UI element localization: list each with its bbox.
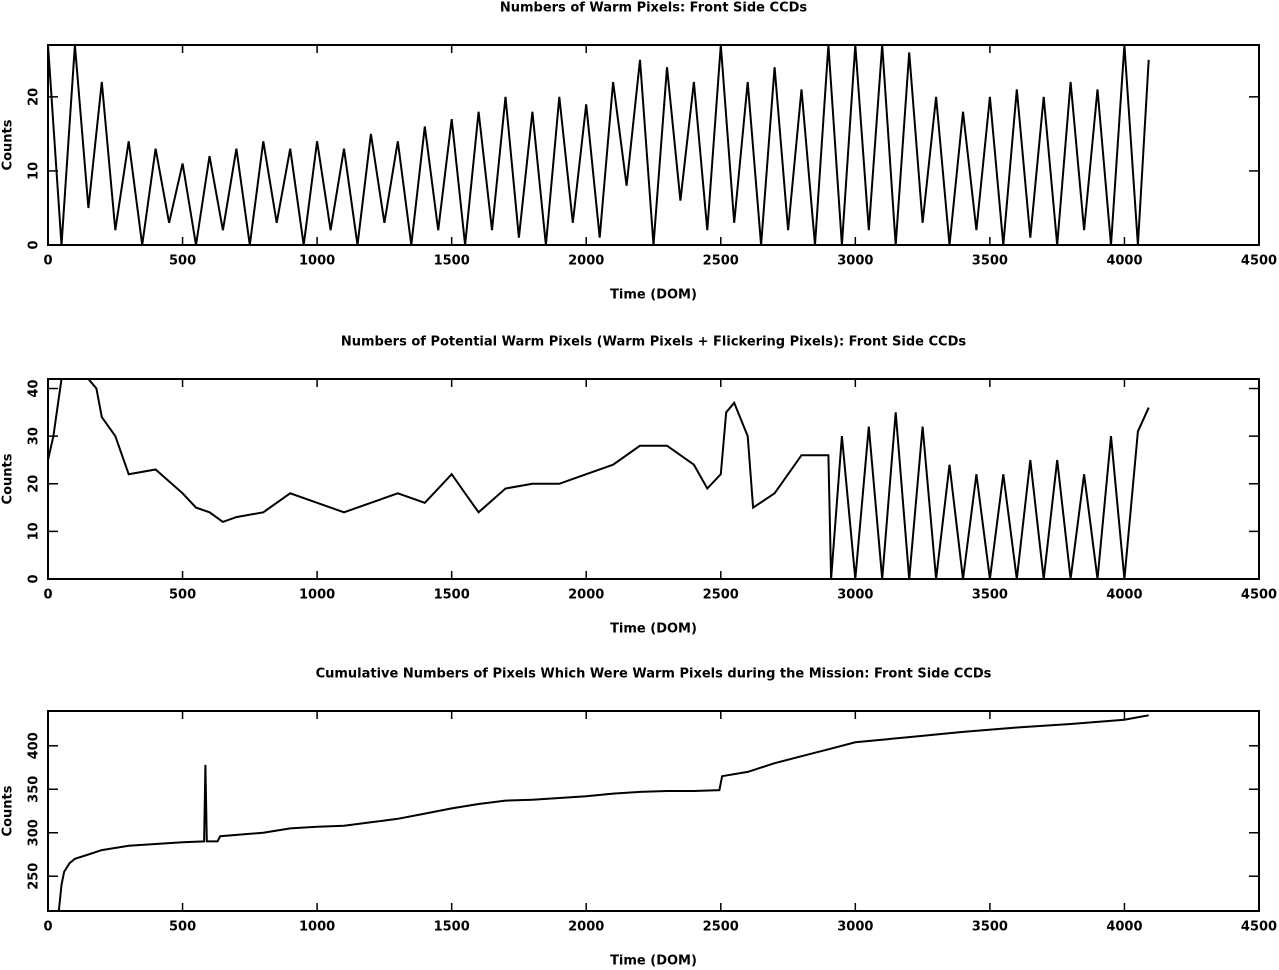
y-tick-label: 0 [27, 240, 42, 249]
x-tick-label: 3000 [837, 920, 873, 935]
y-tick-label: 400 [27, 732, 42, 759]
y-tick-label: 20 [27, 88, 42, 106]
x-tick-label: 0 [43, 920, 52, 935]
x-tick-label: 500 [169, 920, 196, 935]
y-tick-label: 10 [27, 522, 42, 540]
x-tick-label: 2000 [568, 920, 604, 935]
x-tick-label: 1000 [299, 588, 335, 603]
x-axis-label: Time (DOM) [610, 954, 697, 969]
data-line [57, 714, 1149, 911]
x-tick-label: 4500 [1241, 920, 1277, 935]
chart-title: Cumulative Numbers of Pixels Which Were … [316, 667, 992, 682]
plot-frame [47, 44, 1260, 246]
y-tick-label: 250 [27, 863, 42, 890]
x-tick-label: 2000 [568, 588, 604, 603]
data-line [48, 379, 1150, 579]
y-tick-label: 40 [27, 379, 42, 397]
y-tick-label: 350 [27, 776, 42, 803]
x-tick-label: 3500 [972, 254, 1008, 269]
x-tick-label: 3500 [972, 920, 1008, 935]
x-tick-label: 1500 [434, 588, 470, 603]
chart-title: Numbers of Warm Pixels: Front Side CCDs [500, 1, 808, 16]
x-axis-label: Time (DOM) [610, 622, 697, 637]
y-tick-label: 10 [27, 162, 42, 180]
y-tick-label: 30 [27, 427, 42, 445]
x-tick-label: 500 [169, 254, 196, 269]
chart-title: Numbers of Potential Warm Pixels (Warm P… [341, 335, 967, 350]
y-axis-label: Counts [1, 785, 16, 836]
x-tick-label: 2500 [703, 254, 739, 269]
x-tick-label: 1500 [434, 254, 470, 269]
x-tick-label: 4000 [1106, 588, 1142, 603]
x-tick-label: 1500 [434, 920, 470, 935]
x-tick-label: 3000 [837, 254, 873, 269]
y-axis-label: Counts [1, 453, 16, 504]
x-tick-label: 4500 [1241, 588, 1277, 603]
x-tick-label: 3000 [837, 588, 873, 603]
x-tick-label: 1000 [299, 920, 335, 935]
x-tick-label: 2500 [703, 920, 739, 935]
y-tick-label: 0 [27, 574, 42, 583]
x-tick-label: 500 [169, 588, 196, 603]
x-axis-label: Time (DOM) [610, 288, 697, 303]
plot-frame [47, 378, 1260, 580]
plot-frame [47, 710, 1260, 912]
x-tick-label: 3500 [972, 588, 1008, 603]
x-tick-label: 4000 [1106, 920, 1142, 935]
y-axis-label: Counts [1, 119, 16, 170]
y-tick-label: 20 [27, 475, 42, 493]
x-tick-label: 1000 [299, 254, 335, 269]
x-tick-label: 2000 [568, 254, 604, 269]
y-tick-label: 300 [27, 819, 42, 846]
x-tick-label: 4500 [1241, 254, 1277, 269]
x-tick-label: 4000 [1106, 254, 1142, 269]
x-tick-label: 0 [43, 254, 52, 269]
x-tick-label: 0 [43, 588, 52, 603]
x-tick-label: 2500 [703, 588, 739, 603]
data-line [48, 45, 1150, 245]
